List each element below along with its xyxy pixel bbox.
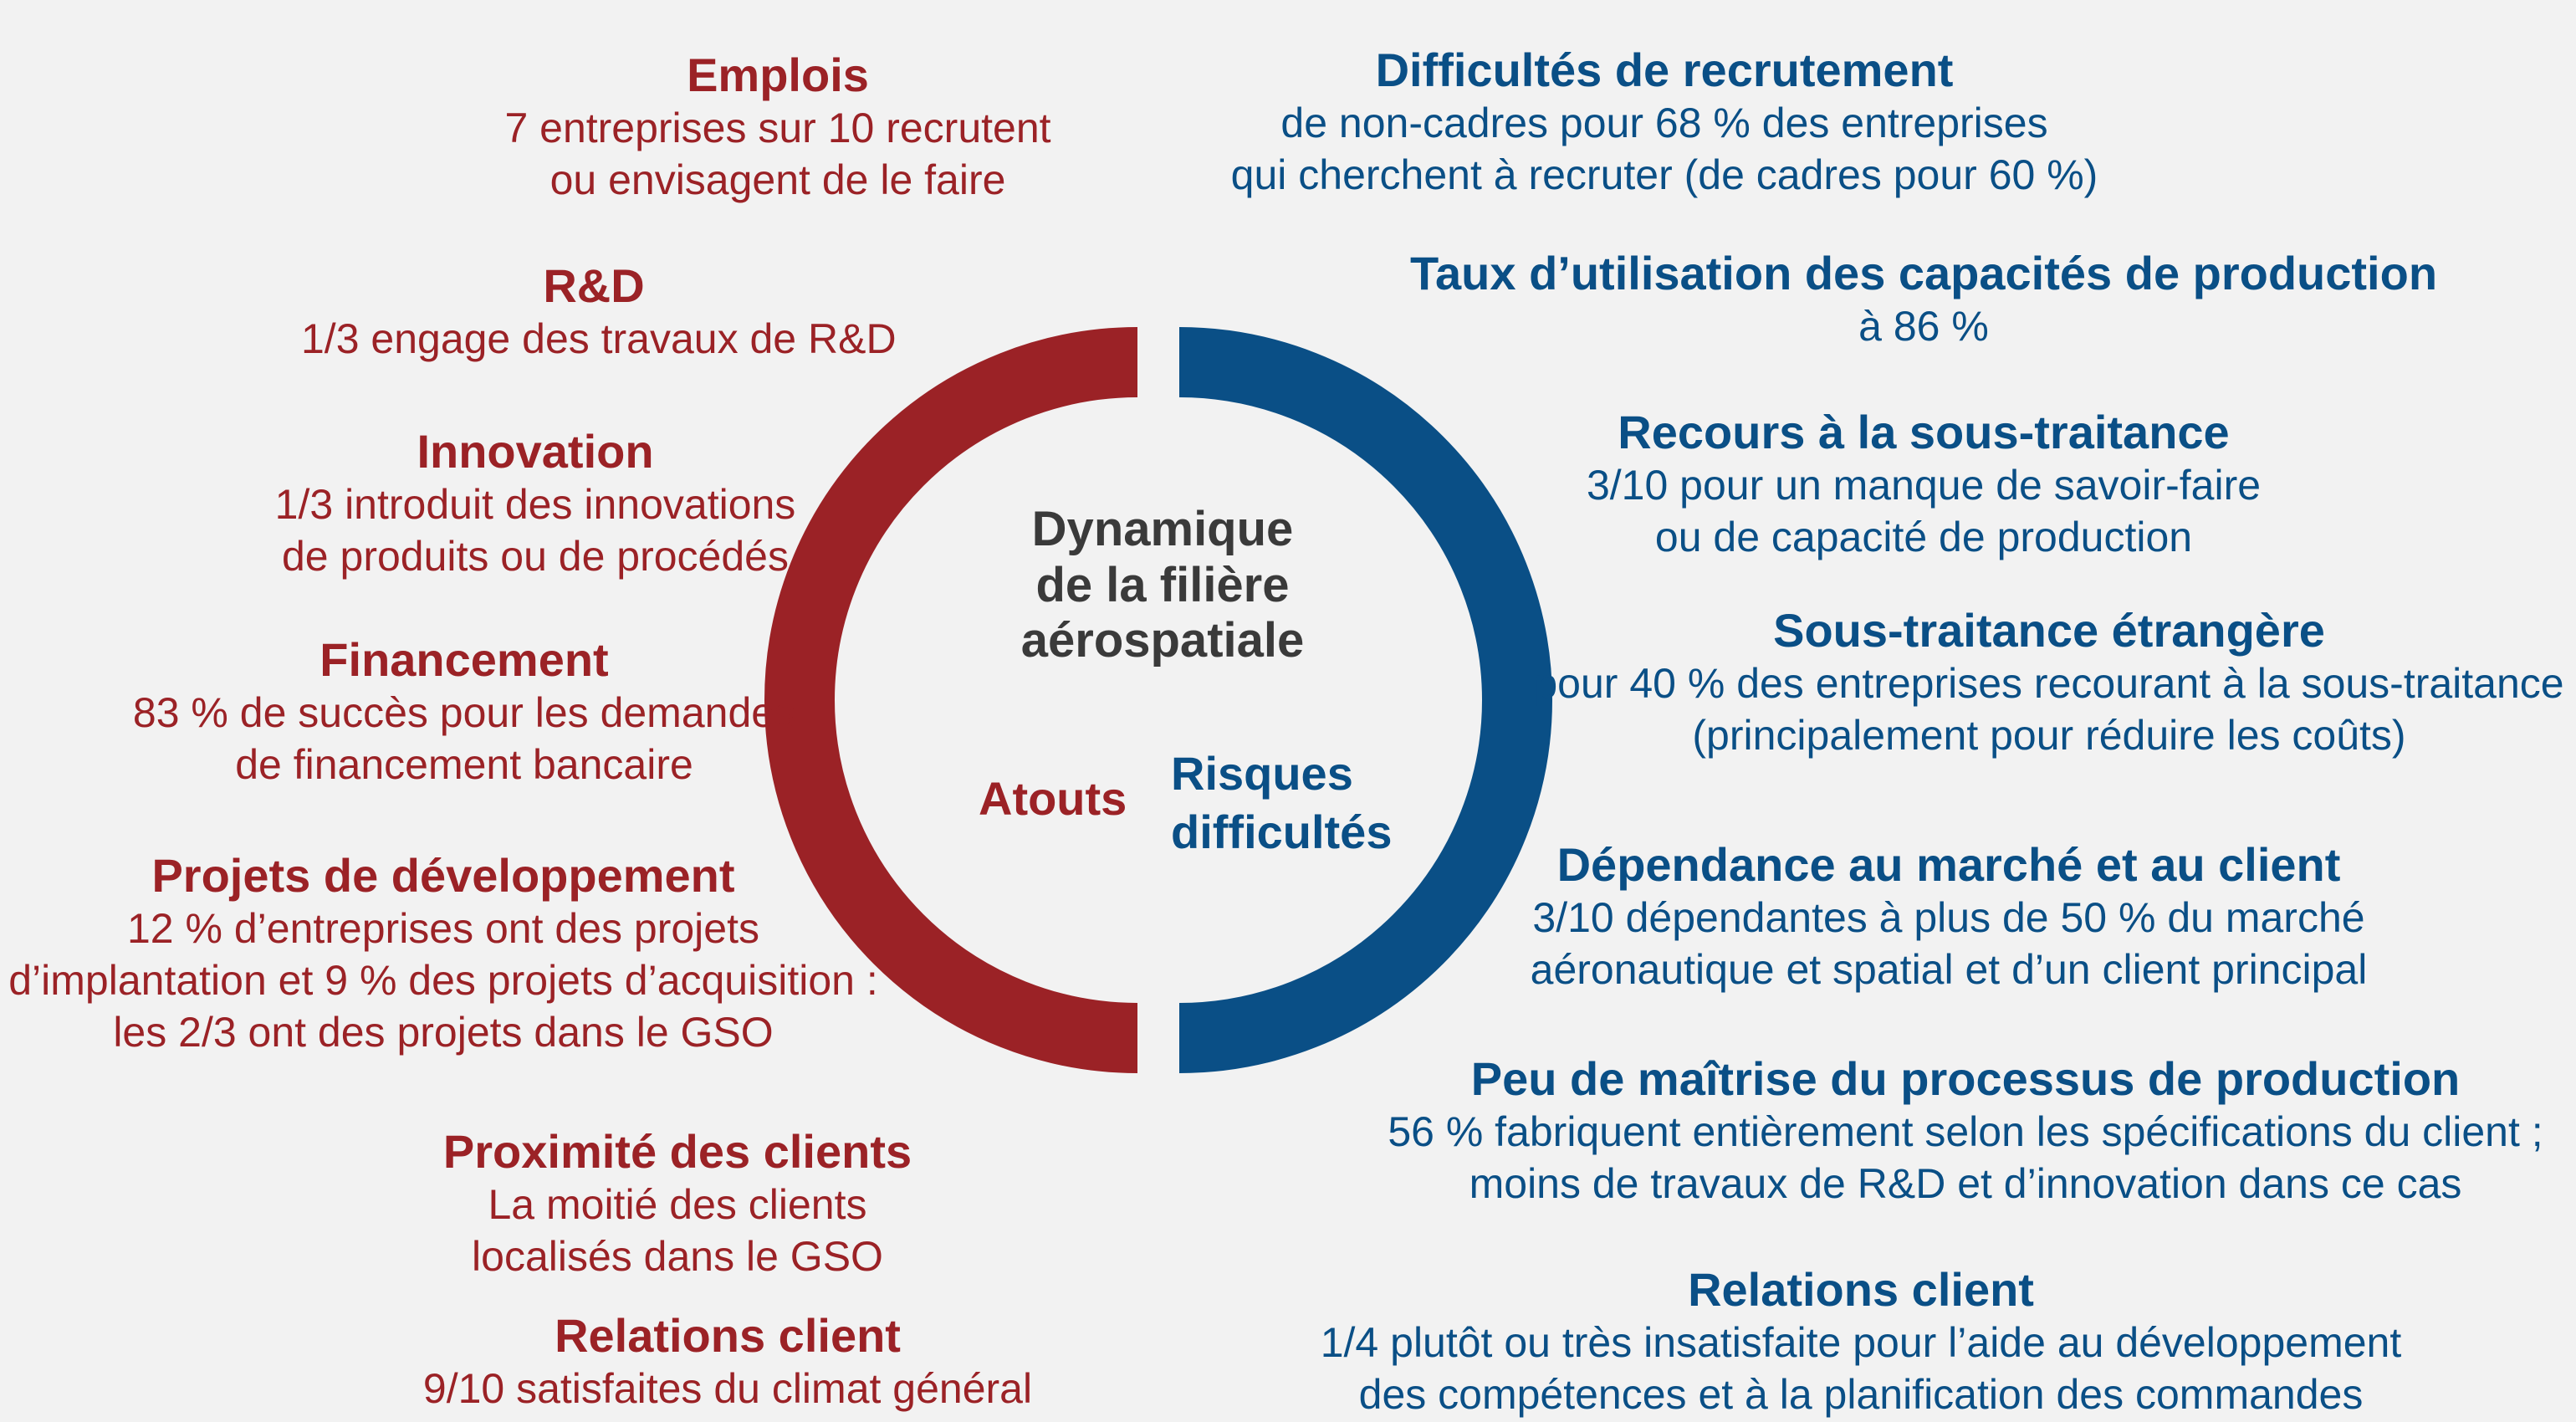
atout-title: Financement <box>319 633 609 686</box>
risques-arc <box>1178 327 1552 1073</box>
risque-line: qui cherchent à recruter (de cadres pour… <box>1230 151 2098 199</box>
risque-line: moins de travaux de R&D et d’innovation … <box>1469 1160 2462 1208</box>
risque-maitrise: Peu de maîtrise du processus de producti… <box>1355 1052 2576 1210</box>
atout-title: Proximité des clients <box>442 1125 912 1178</box>
risque-title: Dépendance au marché et au client <box>1556 838 2341 891</box>
center-title-line: aérospatiale <box>1020 613 1305 668</box>
risque-sous-traitance: Recours à la sous-traitance 3/10 pour un… <box>1547 406 2300 563</box>
risque-line: à 86 % <box>1858 303 1989 350</box>
atout-line: de financement bancaire <box>235 741 693 789</box>
risque-dependance: Dépendance au marché et au client 3/10 d… <box>1480 838 2417 995</box>
atout-line: localisés dans le GSO <box>472 1233 883 1281</box>
risque-title: Peu de maîtrise du processus de producti… <box>1470 1052 2461 1105</box>
atout-line: 83 % de succès pour les demandes <box>132 689 796 737</box>
risque-line: de non-cadres pour 68 % des entreprises <box>1280 100 2048 147</box>
risque-capacites: Taux d’utilisation des capacités de prod… <box>1405 247 2442 352</box>
atouts-arc <box>764 327 1138 1073</box>
risque-title: Relations client <box>1688 1263 2034 1316</box>
risque-line: 56 % fabriquent entièrement selon les sp… <box>1388 1108 2543 1156</box>
risque-line: 3/10 dépendantes à plus de 50 % du march… <box>1532 894 2365 942</box>
risque-line: 1/4 plutôt ou très insatisfaite pour l’a… <box>1320 1319 2402 1367</box>
atout-line: 12 % d’entreprises ont des projets <box>127 905 759 953</box>
atout-line: La moitié des clients <box>488 1181 867 1229</box>
atout-proximite: Proximité des clients La moitié des clie… <box>385 1125 970 1282</box>
risque-line: pour 40 % des entreprises recourant à la… <box>1534 660 2564 708</box>
risque-title: Sous-traitance étrangère <box>1773 604 2325 657</box>
atout-title: Innovation <box>417 425 654 478</box>
atout-title: Projets de développement <box>151 849 735 902</box>
atout-rd: R&D 1/3 engage des travaux de R&D <box>301 259 897 365</box>
atout-line: les 2/3 ont des projets dans le GSO <box>113 1009 774 1056</box>
risque-title: Taux d’utilisation des capacités de prod… <box>1409 247 2438 299</box>
risques-label: Risques difficultés <box>1171 744 1392 862</box>
atout-line: d’implantation et 9 % des projets d’acqu… <box>8 957 878 1005</box>
atout-line: de produits ou de procédés <box>282 533 789 581</box>
risque-line: aéronautique et spatial et d’un client p… <box>1530 946 2368 994</box>
risque-title: Difficultés de recrutement <box>1375 43 1954 96</box>
atout-title: Relations client <box>555 1309 901 1362</box>
atout-line: ou envisagent de le faire <box>549 156 1006 204</box>
atout-title: Emplois <box>687 49 869 101</box>
atout-financement: Financement 83 % de succès pour les dema… <box>92 633 836 790</box>
risque-title: Recours à la sous-traitance <box>1618 406 2230 458</box>
risque-sous-traitance-etrangere: Sous-traitance étrangère pour 40 % des e… <box>1531 604 2568 761</box>
atout-title: R&D <box>543 259 645 312</box>
risque-line: (principalement pour réduire les coûts) <box>1692 712 2406 760</box>
risques-label-line: difficultés <box>1171 806 1393 858</box>
center-title: Dynamique de la filière aérospatiale <box>979 502 1347 669</box>
center-title-line: Dynamique <box>1031 502 1294 556</box>
atout-projets: Projets de développement 12 % d’entrepri… <box>0 849 887 1058</box>
atout-line: 7 entreprises sur 10 recrutent <box>504 105 1051 152</box>
risque-line: ou de capacité de production <box>1654 514 2193 561</box>
atout-innovation: Innovation 1/3 introduit des innovations… <box>251 425 820 582</box>
atout-emplois: Emplois 7 entreprises sur 10 recrutent o… <box>485 49 1071 206</box>
risques-label-line: Risques <box>1171 747 1353 800</box>
atout-line: 1/3 introduit des innovations <box>274 481 796 529</box>
risque-relations: Relations client 1/4 plutôt ou très insa… <box>1313 1263 2409 1420</box>
risque-line: des compétences et à la planification de… <box>1358 1371 2364 1419</box>
atout-line: 1/3 engage des travaux de R&D <box>301 315 897 363</box>
risque-recrutement: Difficultés de recrutement de non-cadres… <box>1221 43 2108 201</box>
atout-line: 9/10 satisfaites du climat général <box>422 1365 1033 1413</box>
risque-line: 3/10 pour un manque de savoir-faire <box>1586 462 2262 509</box>
atouts-label: Atouts <box>979 772 1127 825</box>
center-title-line: de la filière <box>1035 557 1290 612</box>
atout-relations: Relations client 9/10 satisfaites du cli… <box>401 1309 1054 1414</box>
